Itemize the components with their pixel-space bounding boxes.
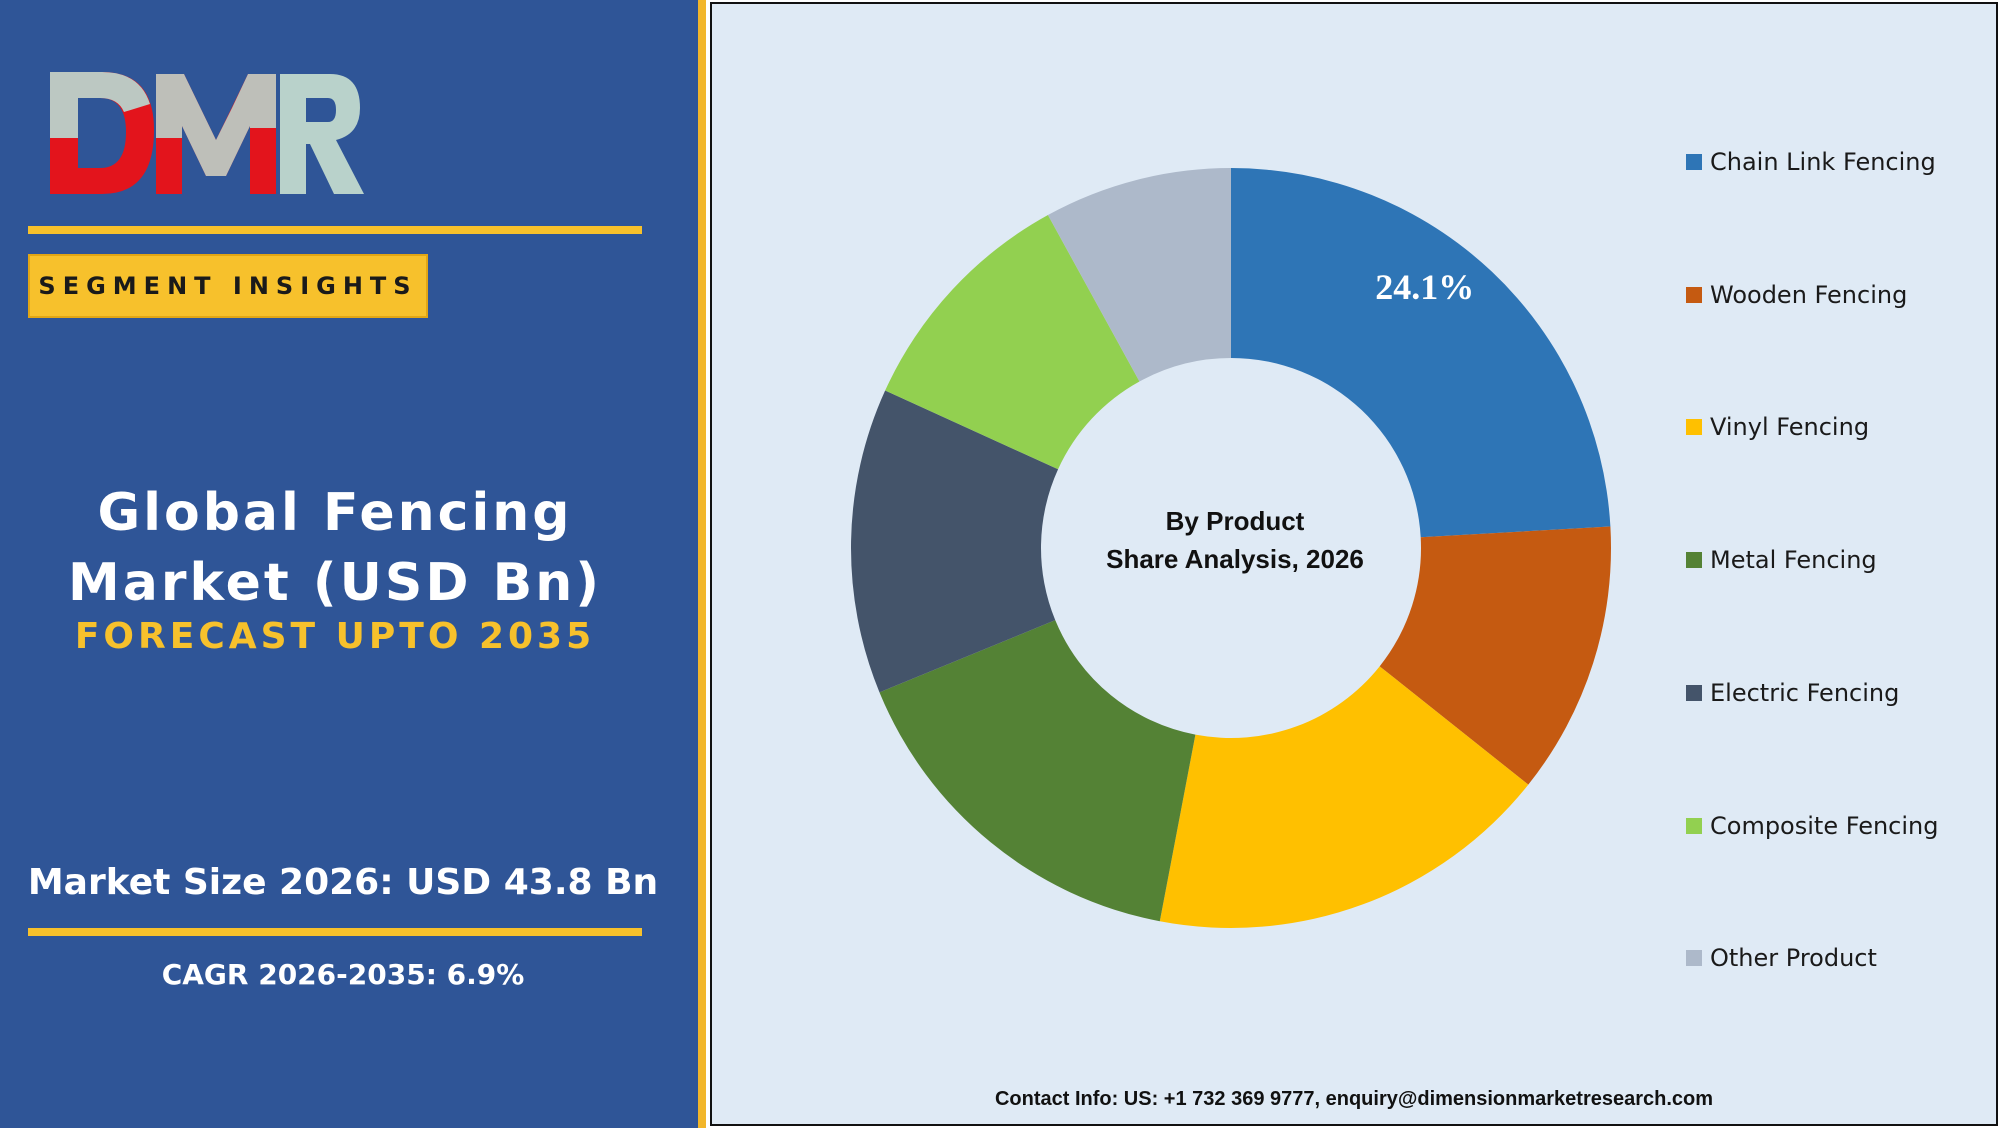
legend-swatch bbox=[1686, 950, 1702, 967]
donut-slice-other-product bbox=[1047, 168, 1231, 382]
legend-label: Electric Fencing bbox=[1710, 678, 1900, 707]
segment-insights-badge: SEGMENT INSIGHTS bbox=[28, 254, 428, 318]
legend-item-composite-fencing: Composite Fencing bbox=[1686, 804, 1939, 848]
legend-label: Wooden Fencing bbox=[1710, 280, 1908, 309]
legend-item-vinyl-fencing: Vinyl Fencing bbox=[1686, 405, 1869, 449]
legend-label: Composite Fencing bbox=[1710, 811, 1939, 840]
contact-info: Contact Info: US: +1 732 369 9777, enqui… bbox=[994, 1088, 1714, 1110]
donut-slice-metal-fencing bbox=[879, 620, 1196, 922]
legend-label: Chain Link Fencing bbox=[1710, 148, 1936, 176]
center-label-line-1: By Product bbox=[1165, 506, 1305, 536]
legend-label: Other Product bbox=[1710, 944, 1877, 973]
legend-item-other-product: Other Product bbox=[1686, 936, 1877, 980]
report-title-line-1: Global Fencing bbox=[97, 483, 573, 543]
slice-data-label: 24.1% bbox=[1375, 267, 1474, 307]
legend-swatch bbox=[1686, 552, 1702, 569]
legend-label: Vinyl Fencing bbox=[1710, 413, 1870, 442]
legend-swatch bbox=[1686, 154, 1702, 170]
legend-label: Metal Fencing bbox=[1710, 546, 1877, 575]
cagr-text: CAGR 2026-2035: 6.9% bbox=[161, 958, 525, 991]
legend-swatch bbox=[1686, 419, 1702, 436]
bottom-rule bbox=[28, 928, 642, 936]
donut-slice-electric-fencing bbox=[851, 390, 1059, 693]
dmr-logo bbox=[50, 72, 364, 194]
report-title-line-2: Market (USD Bn) bbox=[67, 553, 603, 613]
donut-slice-chain-link-fencing bbox=[1231, 168, 1611, 538]
legend-swatch bbox=[1686, 817, 1702, 834]
forecast-subtitle: FORECAST UPTO 2035 bbox=[74, 616, 596, 657]
segment-insights-label: SEGMENT INSIGHTS bbox=[38, 272, 418, 300]
donut-slice-composite-fencing bbox=[885, 215, 1140, 470]
legend-item-wooden-fencing: Wooden Fencing bbox=[1686, 273, 1907, 317]
legend-swatch bbox=[1686, 286, 1702, 303]
panel-divider bbox=[698, 0, 706, 1128]
legend-item-metal-fencing: Metal Fencing bbox=[1686, 538, 1877, 582]
legend-item-electric-fencing: Electric Fencing bbox=[1686, 671, 1899, 715]
legend-item-chain-link-fencing: Chain Link Fencing bbox=[1686, 140, 1936, 184]
center-label-line-2: Share Analysis, 2026 bbox=[1106, 544, 1364, 574]
top-rule bbox=[28, 226, 642, 234]
donut-slice-wooden-fencing bbox=[1379, 526, 1612, 785]
donut-slice-vinyl-fencing bbox=[1159, 666, 1529, 928]
legend-swatch bbox=[1686, 684, 1702, 701]
market-size-text: Market Size 2026: USD 43.8 Bn bbox=[27, 862, 659, 903]
report-title: Global Fencing Market (USD Bn) bbox=[0, 478, 670, 618]
donut-center-label: By Product Share Analysis, 2026 bbox=[1060, 502, 1410, 578]
